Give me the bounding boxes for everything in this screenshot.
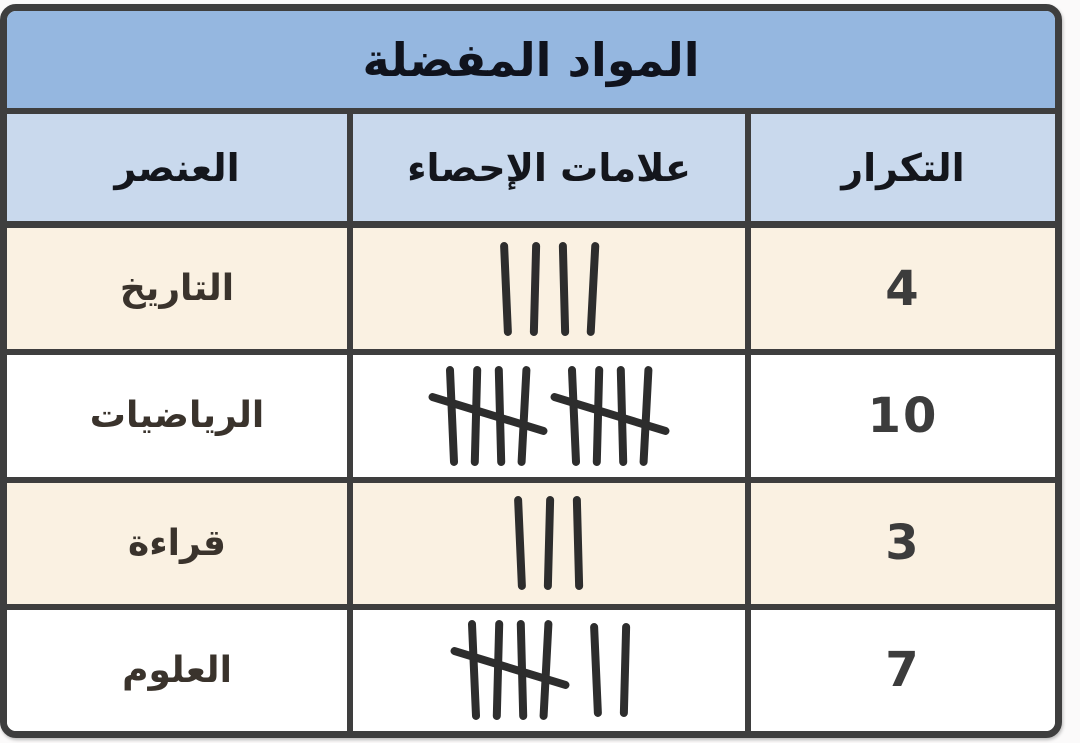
tally-marks bbox=[427, 365, 671, 467]
subject-label: قراءة bbox=[128, 522, 226, 564]
table-row: التاريخ 4 bbox=[7, 228, 1055, 350]
header-cell-item: العنصر bbox=[7, 114, 353, 221]
tally-marks bbox=[449, 620, 630, 721]
tally-group bbox=[513, 495, 584, 591]
tally-group bbox=[499, 241, 599, 336]
tally-stroke bbox=[492, 620, 503, 721]
table-row: الرياضيات 10 bbox=[7, 349, 1055, 477]
tally-group-of-five bbox=[449, 620, 570, 721]
header-cell-frequency: التكرار bbox=[751, 114, 1055, 221]
header-label-item: العنصر bbox=[114, 145, 240, 190]
tally-stroke bbox=[558, 241, 569, 336]
tally-stroke bbox=[572, 496, 584, 591]
tally-chart-table: المواد المفضلة العنصر علامات الإحصاء الت… bbox=[0, 4, 1062, 738]
tally-marks bbox=[513, 495, 584, 591]
tally-stroke bbox=[529, 241, 540, 336]
tally-cell bbox=[353, 609, 751, 731]
tally-cross-stroke bbox=[427, 391, 549, 436]
frequency-cell: 7 bbox=[751, 610, 1055, 731]
table-title-bar: المواد المفضلة bbox=[7, 11, 1055, 114]
frequency-value: 10 bbox=[867, 387, 939, 444]
frequency-cell: 3 bbox=[751, 483, 1055, 604]
tally-marks bbox=[499, 241, 599, 336]
subject-cell: قراءة bbox=[7, 482, 353, 604]
header-label-tally: علامات الإحصاء bbox=[407, 145, 691, 190]
header-cell-tally: علامات الإحصاء bbox=[353, 114, 751, 221]
subject-label: العلوم bbox=[122, 649, 232, 691]
frequency-value: 4 bbox=[885, 260, 921, 317]
header-label-frequency: التكرار bbox=[841, 145, 965, 190]
tally-cross-stroke bbox=[449, 646, 570, 691]
frequency-value: 3 bbox=[885, 515, 921, 572]
subject-label: التاريخ bbox=[119, 268, 235, 310]
table-header-row: العنصر علامات الإحصاء التكرار bbox=[7, 114, 1055, 228]
tally-cell bbox=[353, 355, 751, 477]
tally-group bbox=[589, 623, 630, 718]
tally-stroke bbox=[567, 365, 581, 467]
tally-stroke bbox=[499, 241, 512, 336]
tally-cross-stroke bbox=[549, 391, 671, 436]
frequency-value: 7 bbox=[885, 642, 921, 699]
table-row: قراءة 3 bbox=[7, 476, 1055, 604]
table-body: التاريخ 4 الرياضيات 10 قراءة 3 ا bbox=[7, 228, 1055, 731]
table-title: المواد المفضلة bbox=[362, 32, 700, 87]
tally-stroke bbox=[517, 365, 531, 467]
tally-stroke bbox=[467, 620, 480, 721]
tally-stroke bbox=[538, 620, 553, 721]
tally-stroke bbox=[619, 623, 630, 718]
tally-group-of-five bbox=[427, 365, 549, 467]
tally-stroke bbox=[639, 365, 653, 467]
tally-stroke bbox=[589, 623, 602, 718]
tally-stroke bbox=[513, 495, 527, 591]
tally-cell bbox=[353, 228, 751, 350]
frequency-cell: 10 bbox=[751, 355, 1055, 476]
table-row: العلوم 7 bbox=[7, 603, 1055, 731]
subject-cell: الرياضيات bbox=[7, 355, 353, 477]
subject-label: الرياضيات bbox=[89, 395, 265, 437]
tally-stroke bbox=[543, 496, 555, 591]
tally-cell bbox=[353, 482, 751, 604]
frequency-cell: 4 bbox=[751, 228, 1055, 349]
tally-group-of-five bbox=[549, 365, 671, 467]
subject-cell: العلوم bbox=[7, 609, 353, 731]
subject-cell: التاريخ bbox=[7, 228, 353, 350]
tally-stroke bbox=[445, 365, 459, 467]
tally-stroke bbox=[586, 241, 599, 336]
